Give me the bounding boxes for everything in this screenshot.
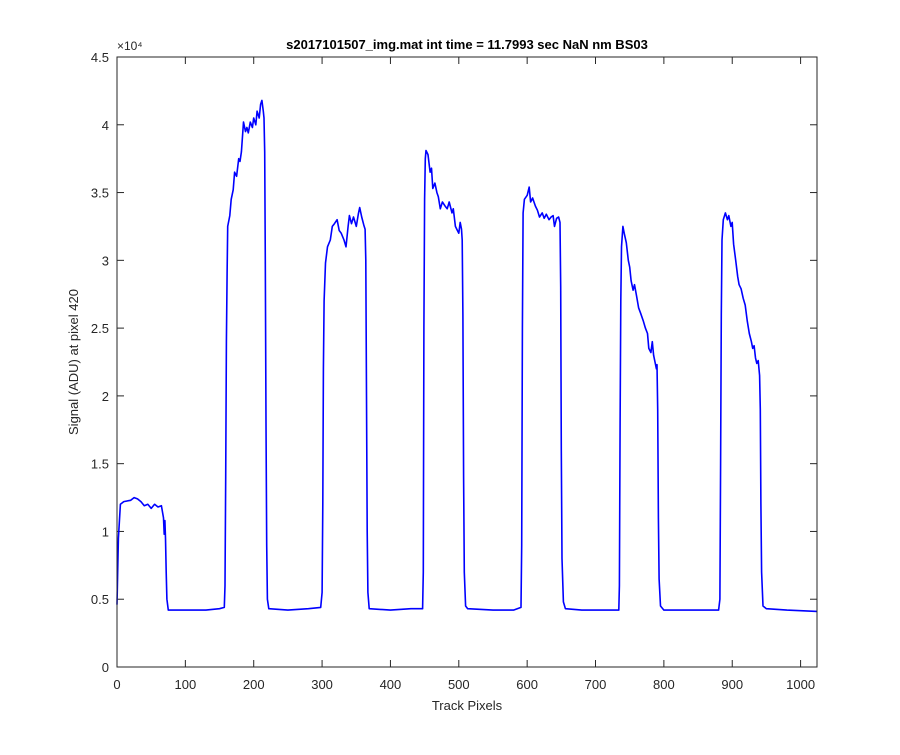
ticks-layer: 0 100 200 300 400 500 600 700 800 900 1000 0 0.5 1 1.5… (91, 50, 817, 692)
y-tick-label: 4 (102, 118, 109, 133)
x-tick-label: 500 (448, 677, 470, 692)
y-tick-label: 1.5 (91, 457, 109, 472)
x-tick-label: 700 (585, 677, 607, 692)
x-tick-label: 300 (311, 677, 333, 692)
y-tick-label: 4.5 (91, 50, 109, 65)
y-tick-label: 0 (102, 660, 109, 675)
x-tick-label: 600 (516, 677, 538, 692)
x-tick-label: 200 (243, 677, 265, 692)
y-tick-label: 0.5 (91, 592, 109, 607)
x-axis-label: Track Pixels (432, 698, 503, 713)
x-tick-label: 100 (175, 677, 197, 692)
y-tick-label: 1 (102, 524, 109, 539)
x-tick-label: 400 (380, 677, 402, 692)
y-exponent-label: ×10⁴ (117, 39, 143, 53)
plot-frame (116, 56, 818, 668)
y-axis-label: Signal (ADU) at pixel 420 (66, 289, 81, 435)
chart-title: s2017101507_img.mat int time = 11.7993 s… (286, 37, 648, 52)
y-tick-label: 2.5 (91, 321, 109, 336)
x-tick-label: 900 (721, 677, 743, 692)
y-tick-label: 2 (102, 389, 109, 404)
y-tick-label: 3 (102, 253, 109, 268)
series-line (116, 99, 818, 613)
x-tick-label: 0 (113, 677, 120, 692)
y-tick-label: 3.5 (91, 186, 109, 201)
x-tick-label: 1000 (786, 677, 815, 692)
x-tick-label: 800 (653, 677, 675, 692)
plot-background (117, 57, 817, 667)
